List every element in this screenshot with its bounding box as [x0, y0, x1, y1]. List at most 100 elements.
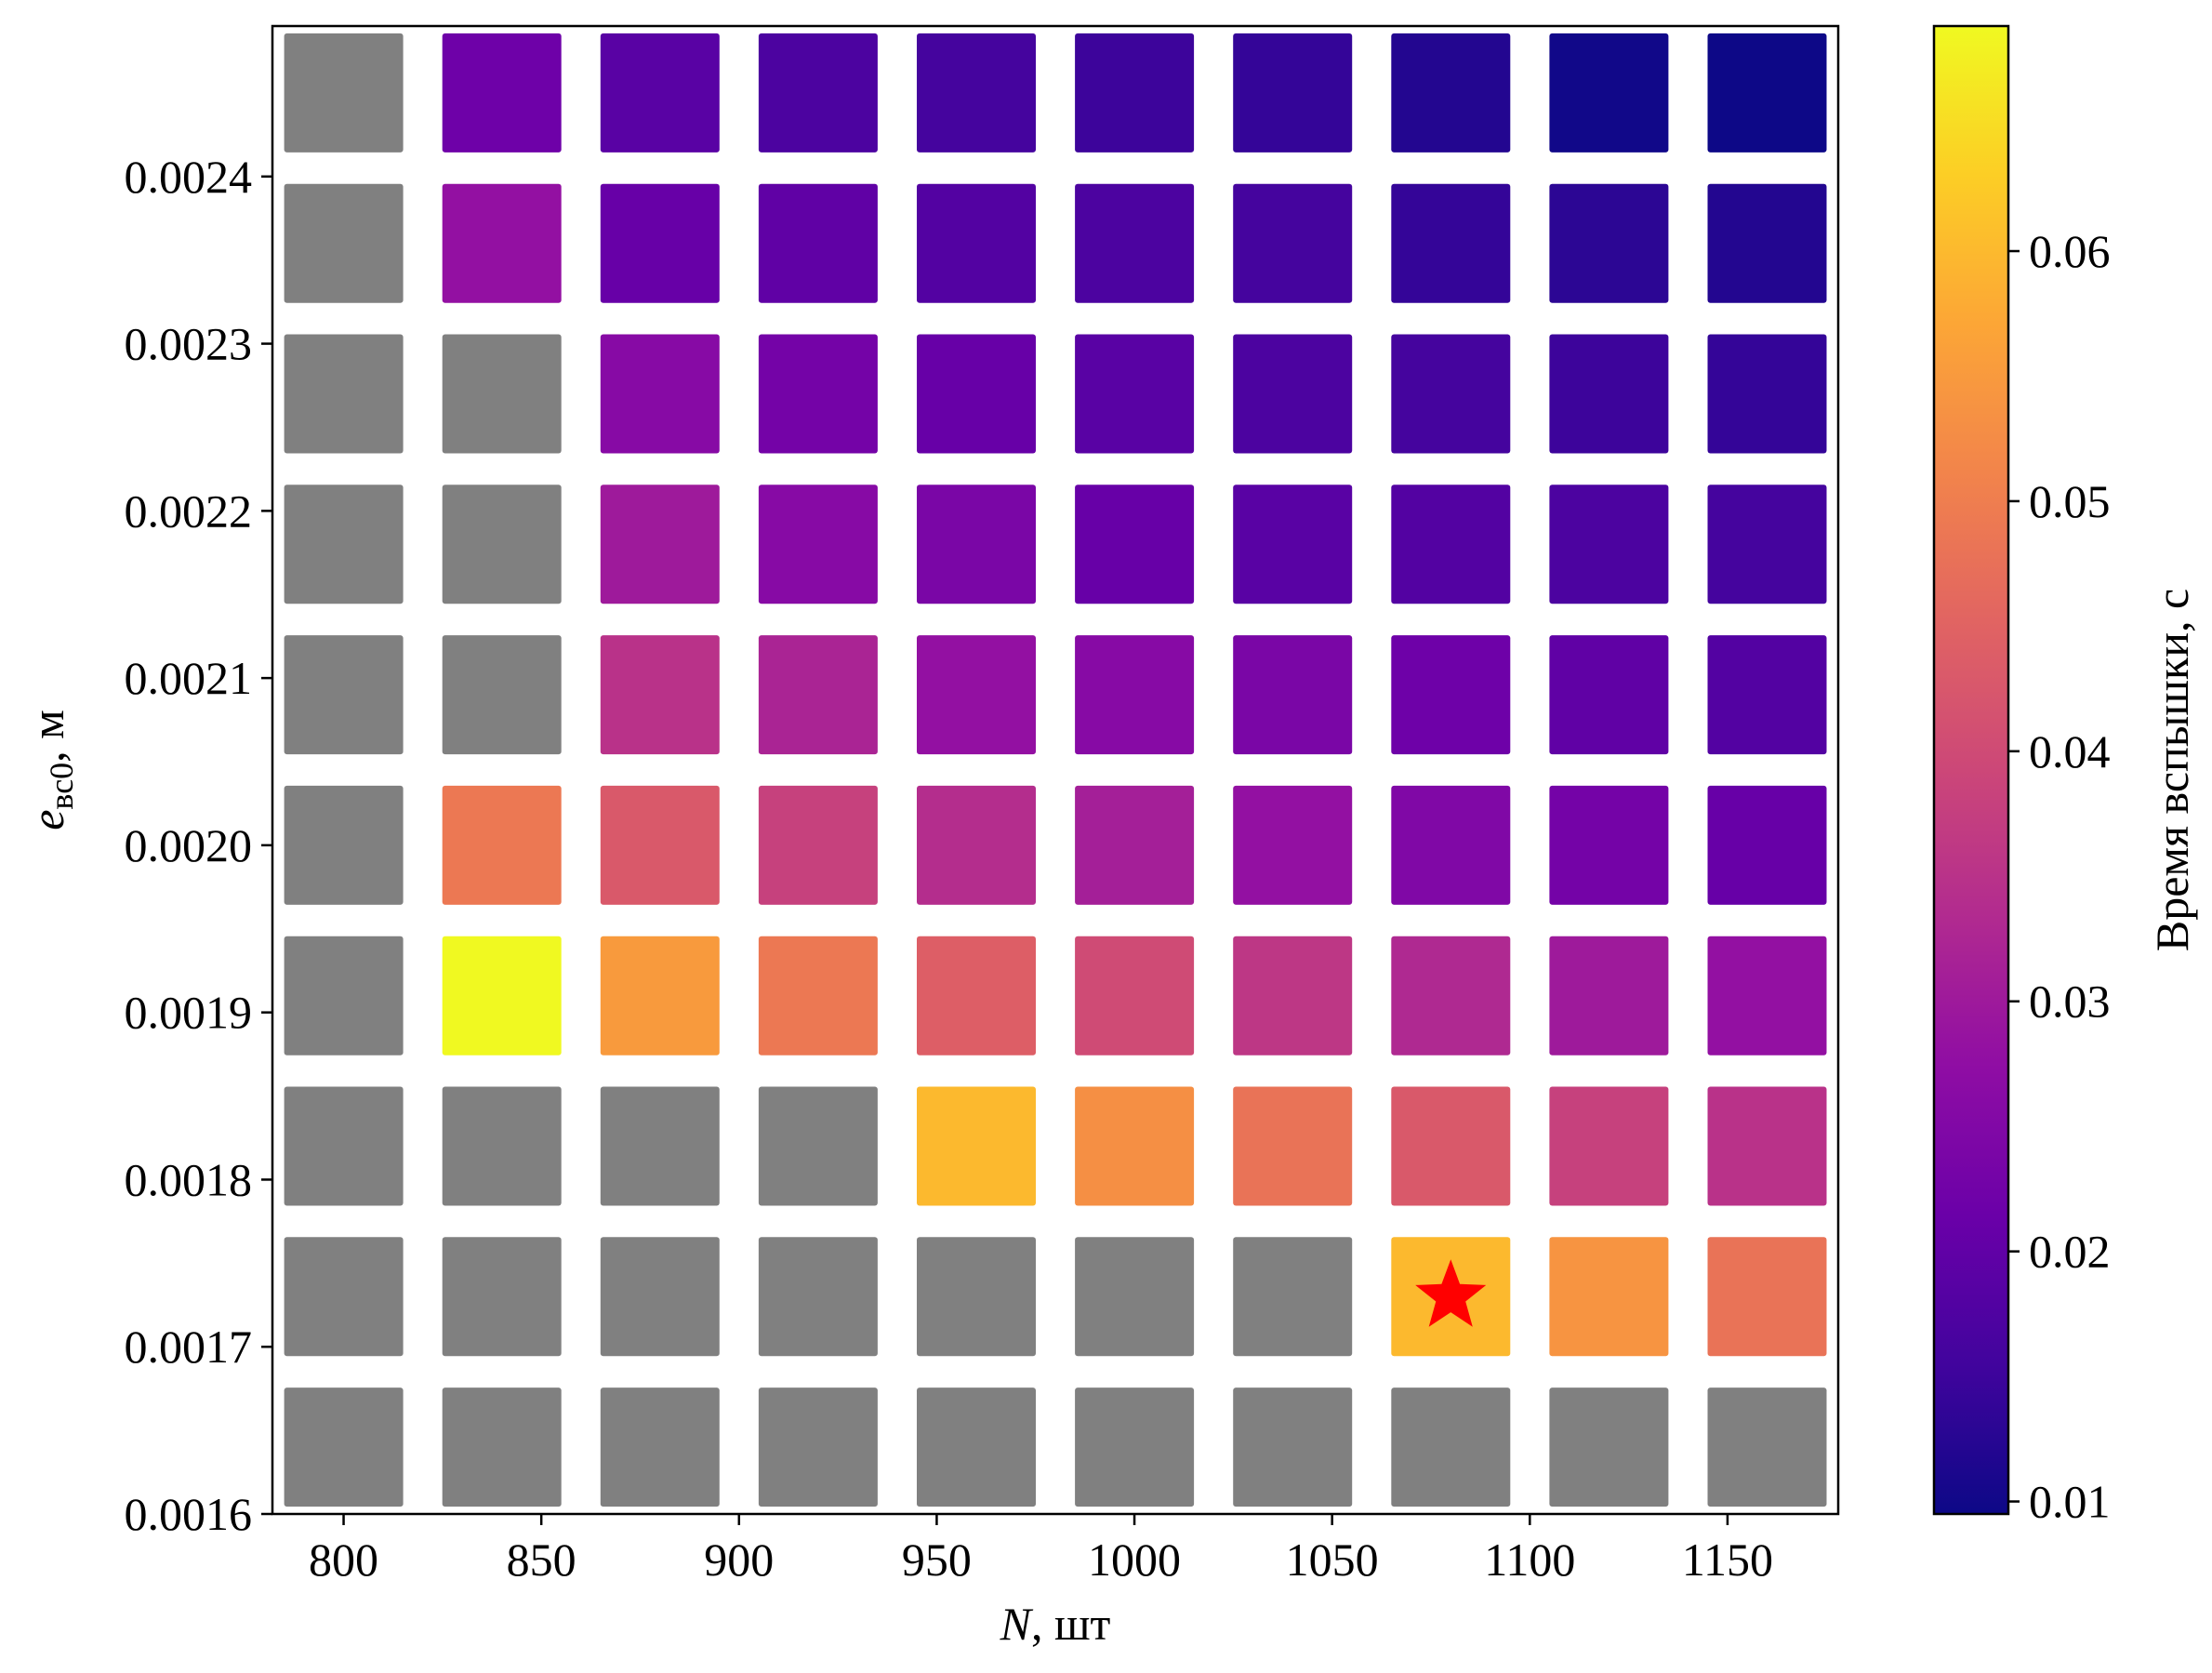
heatmap-cell-empty [284, 1086, 404, 1206]
heatmap-cell [1391, 1086, 1511, 1206]
heatmap-cell [1075, 183, 1195, 303]
heatmap-cell [1549, 1237, 1669, 1357]
heatmap-cell-empty [442, 1237, 562, 1357]
heatmap-cell [917, 635, 1036, 755]
heatmap-cell-empty [600, 1237, 720, 1357]
heatmap-cell [1075, 334, 1195, 454]
heatmap-cell [600, 33, 720, 153]
colorbar-tick-label: 0.04 [2029, 725, 2111, 777]
heatmap-cell [1075, 33, 1195, 153]
heatmap-cell [1233, 183, 1353, 303]
y-tick-label: 0.0023 [125, 318, 253, 370]
heatmap-cell-empty [284, 1388, 404, 1507]
y-axis-label: eвс0, м [21, 710, 80, 830]
colorbar [1932, 24, 2010, 1516]
heatmap-cell [1549, 183, 1669, 303]
y-tick-label: 0.0017 [125, 1321, 253, 1373]
x-tick-label: 800 [309, 1534, 378, 1586]
x-axis: 800 850 900 950 1000 1050 1100 1150 [309, 1514, 1773, 1586]
y-axis-label-variable: e [21, 810, 73, 830]
heatmap-cell-empty [284, 33, 404, 153]
y-tick-label: 0.0019 [125, 987, 253, 1039]
heatmap-cell-empty [1233, 1388, 1353, 1507]
x-tick-label: 900 [704, 1534, 774, 1586]
y-tick-label: 0.0024 [125, 151, 253, 203]
heatmap-cell-empty [758, 1086, 878, 1206]
heatmap-cell [1075, 485, 1195, 604]
heatmap-cell-empty [758, 1237, 878, 1357]
y-axis: 0.0016 0.0017 0.0018 0.0019 0.0020 0.0021 0.00… [125, 151, 272, 1540]
colorbar-tick-label: 0.06 [2029, 225, 2111, 277]
optimum-star-marker [1415, 1259, 1487, 1327]
heatmap-cell-empty [284, 785, 404, 905]
heatmap-cell [1233, 33, 1353, 153]
heatmap-cell-empty [284, 635, 404, 755]
heatmap-cell [917, 785, 1036, 905]
y-tick-label: 0.0016 [125, 1488, 253, 1540]
heatmap-cell [1233, 334, 1353, 454]
heatmap-cell-empty [284, 334, 404, 454]
heatmap-cell [1549, 334, 1669, 454]
heatmap-cell [442, 936, 562, 1056]
x-tick-label: 1150 [1682, 1534, 1773, 1586]
colorbar-label: Время вспышки, с [2146, 589, 2198, 951]
heatmap-cell [1391, 936, 1511, 1056]
heatmap-cell-empty [1075, 1237, 1195, 1357]
heatmap-cell [917, 33, 1036, 153]
heatmap-cell [758, 785, 878, 905]
heatmap-cells [284, 33, 1827, 1507]
heatmap-cell-empty [1075, 1388, 1195, 1507]
y-axis-label-subscript: вс0 [43, 763, 80, 810]
heatmap-cell-empty [442, 485, 562, 604]
heatmap-cell-empty [284, 183, 404, 303]
heatmap-cell-empty [442, 1388, 562, 1507]
heatmap-cell-empty [284, 936, 404, 1056]
heatmap-cell [1707, 635, 1827, 755]
heatmap-cell [758, 936, 878, 1056]
y-tick-label: 0.0022 [125, 485, 253, 537]
y-axis-label-unit: , м [21, 710, 73, 763]
x-axis-label: N, шт [1000, 1598, 1111, 1650]
heatmap-cell [600, 183, 720, 303]
heatmap-cell [1233, 785, 1353, 905]
heatmap-cell [758, 334, 878, 454]
y-tick-label: 0.0020 [125, 819, 253, 871]
heatmap-cell [1391, 485, 1511, 604]
heatmap-cell [1549, 1086, 1669, 1206]
colorbar-tick-label: 0.03 [2029, 976, 2111, 1028]
heatmap-cell [1707, 1237, 1827, 1357]
heatmap-cell-empty [284, 485, 404, 604]
heatmap-cell [1707, 334, 1827, 454]
x-tick-label: 950 [902, 1534, 972, 1586]
heatmap-cell-empty [758, 1388, 878, 1507]
heatmap-cell [917, 485, 1036, 604]
heatmap-cell [1391, 635, 1511, 755]
x-axis-label-unit: , шт [1031, 1598, 1111, 1650]
heatmap-cell [1707, 785, 1827, 905]
heatmap-cell [1707, 33, 1827, 153]
heatmap-cell-empty [1391, 1388, 1511, 1507]
heatmap-cell [917, 936, 1036, 1056]
colorbar-tick-label: 0.01 [2029, 1476, 2111, 1528]
heatmap-cell [917, 1086, 1036, 1206]
heatmap-cell-empty [284, 1237, 404, 1357]
heatmap-cell [1233, 635, 1353, 755]
heatmap-cell-empty [1549, 1388, 1669, 1507]
y-tick-label: 0.0018 [125, 1153, 253, 1205]
heatmap-cell [1707, 485, 1827, 604]
y-tick-label: 0.0021 [125, 652, 253, 704]
heatmap-cell-empty [442, 334, 562, 454]
heatmap-cell [758, 183, 878, 303]
heatmap-cell [758, 635, 878, 755]
heatmap-cell [1233, 936, 1353, 1056]
heatmap-cell [1549, 936, 1669, 1056]
colorbar-tick-label: 0.05 [2029, 475, 2111, 527]
heatmap-cell [1233, 485, 1353, 604]
x-tick-label: 1000 [1088, 1534, 1181, 1586]
heatmap-cell-empty [1233, 1237, 1353, 1357]
heatmap-cell [600, 785, 720, 905]
marker-layer [1415, 1259, 1487, 1327]
heatmap-cell [917, 183, 1036, 303]
colorbar-tick-label: 0.02 [2029, 1226, 2111, 1278]
